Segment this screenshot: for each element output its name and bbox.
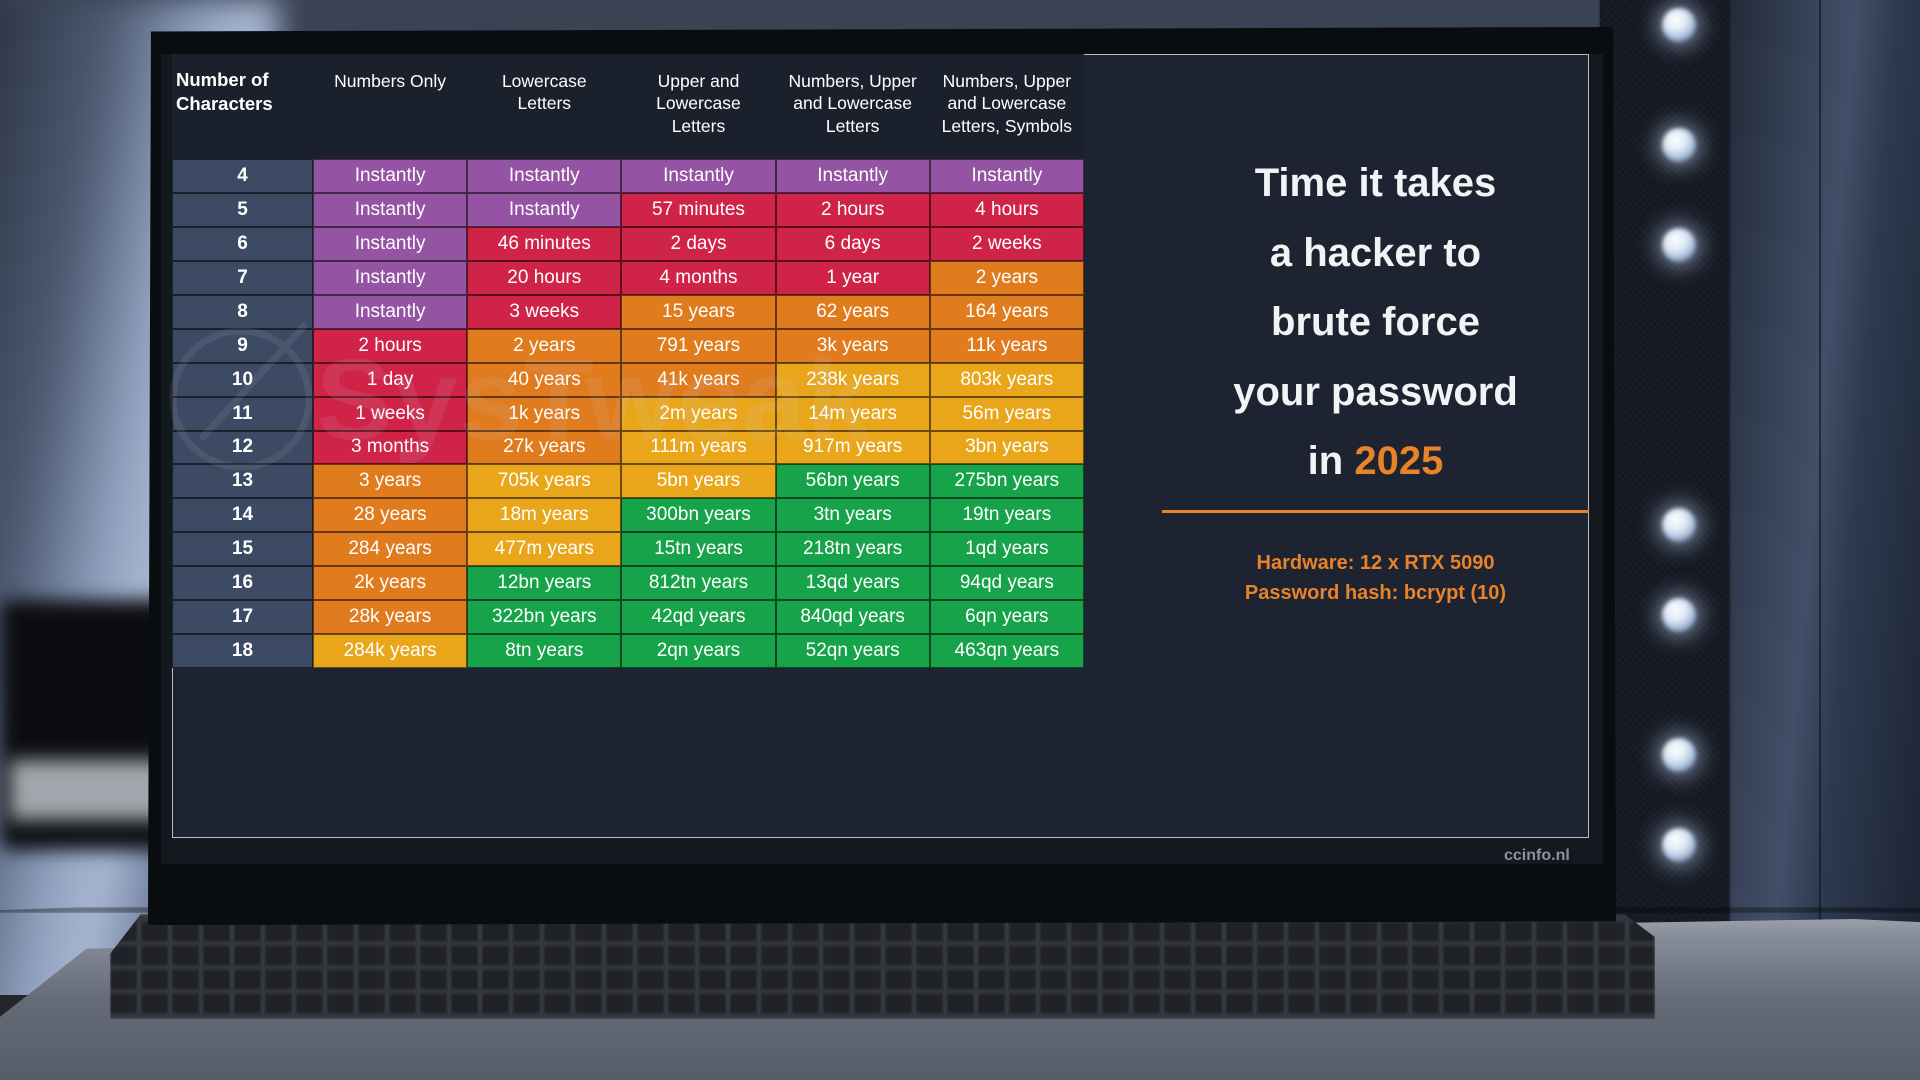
svg-text:SysTweak: SysTweak <box>316 336 872 464</box>
